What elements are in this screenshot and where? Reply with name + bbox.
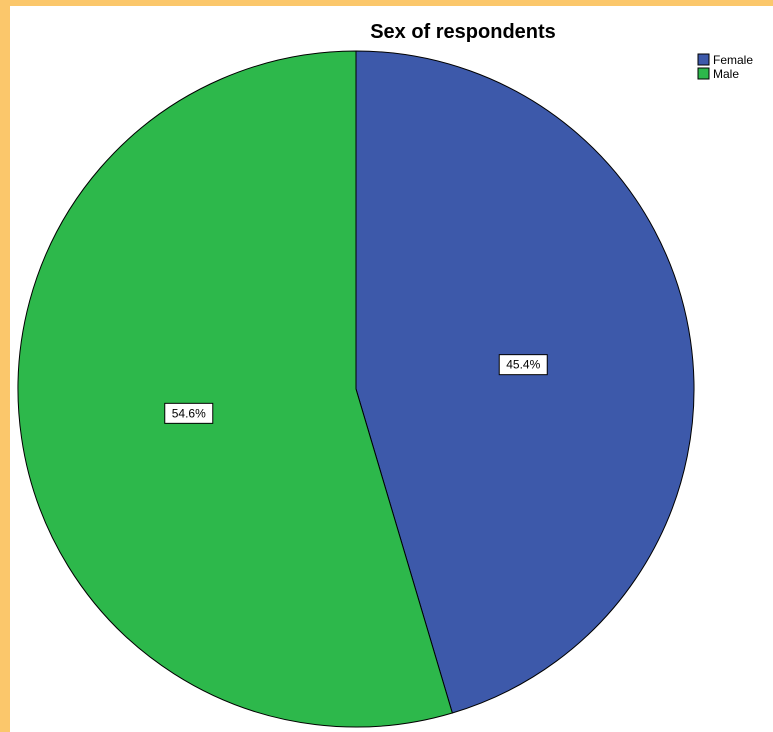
data-label-female: 45.4% xyxy=(498,354,548,376)
data-label-box xyxy=(164,402,214,424)
data-label-male: 54.6% xyxy=(164,402,214,424)
data-label-text: 45.4% xyxy=(506,358,540,372)
legend-swatch-female xyxy=(697,53,710,66)
data-label-text: 54.6% xyxy=(172,406,206,420)
pie-slices xyxy=(17,50,695,728)
legend: Female Male xyxy=(697,53,753,81)
legend-label-male: Male xyxy=(713,67,739,81)
legend-label-female: Female xyxy=(713,53,753,67)
legend-swatch-male xyxy=(697,67,710,80)
pie-chart: Sex of respondents 45.4% 54.6% Female Mal… xyxy=(17,21,753,728)
pie-slice-female xyxy=(355,50,695,714)
chart-title: Sex of respondents xyxy=(370,21,556,43)
chart-frame: Sex of respondents 45.4% 54.6% Female Mal… xyxy=(10,6,773,732)
data-labels: 45.4% 54.6% xyxy=(164,354,548,424)
data-label-box xyxy=(498,354,548,376)
pie-slice-male xyxy=(17,50,453,728)
